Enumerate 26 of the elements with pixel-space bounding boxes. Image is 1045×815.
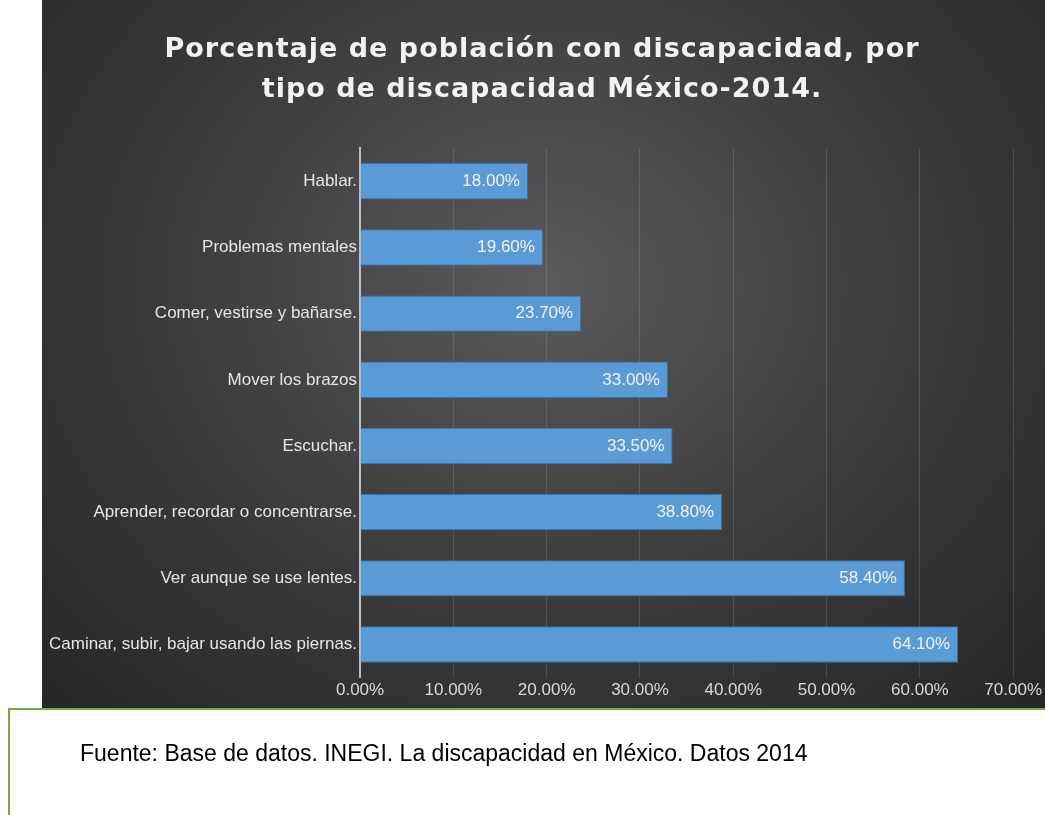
data-label: 33.50%: [606, 435, 665, 455]
source-note: Fuente: Base de datos. INEGI. La discapacidad en México. Datos 2014: [80, 740, 808, 767]
data-label: 38.80%: [656, 501, 715, 521]
x-tick-label: 10.00%: [424, 680, 483, 700]
y-tick-label: Hablar.: [303, 170, 358, 190]
x-tick-label: 50.00%: [797, 680, 856, 700]
y-tick-label: Mover los brazos: [227, 369, 358, 389]
chart-title: Porcentaje de población con discapacidad, por tipo de discapacidad México-2014.: [163, 31, 921, 105]
y-tick-label: Ver aunque se use lentes.: [160, 568, 358, 588]
x-tick-label: 20.00%: [517, 680, 576, 700]
data-label: 33.00%: [602, 369, 660, 389]
y-tick-label: Caminar, subir, bajar usando las piernas.: [49, 634, 358, 654]
y-tick-label: Problemas mentales: [202, 237, 358, 257]
y-tick-label: Escuchar.: [282, 435, 358, 455]
data-label: 64.10%: [892, 634, 951, 654]
data-label: 58.40%: [839, 568, 897, 588]
x-tick-label: 30.00%: [611, 680, 669, 700]
data-label: 18.00%: [462, 170, 520, 190]
data-label: 23.70%: [515, 303, 574, 323]
data-label: 19.60%: [477, 237, 535, 257]
x-tick-label: 0.00%: [335, 680, 385, 700]
x-tick-label: 70.00%: [984, 680, 1043, 700]
y-tick-label: Aprender, recordar o concentrarse.: [93, 501, 358, 521]
y-tick-label: Comer, vestirse y bañarse.: [154, 303, 358, 323]
x-tick-label: 60.00%: [891, 680, 949, 700]
x-tick-label: 40.00%: [704, 680, 763, 700]
